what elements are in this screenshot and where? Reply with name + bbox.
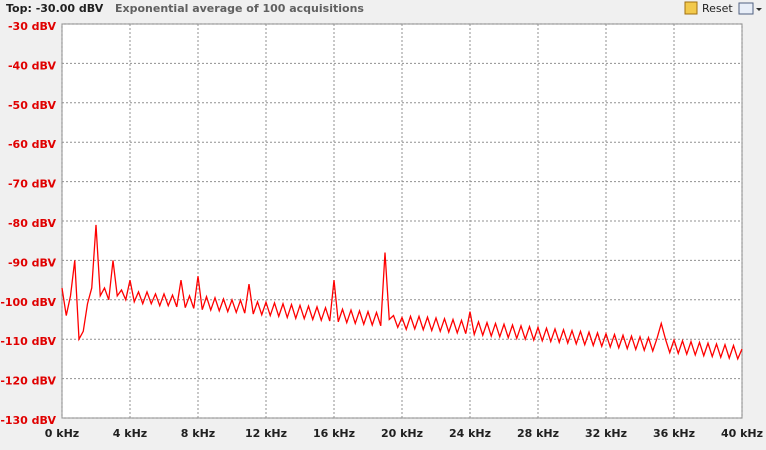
y-tick-label: -30 dBV: [8, 20, 57, 33]
x-tick-label: 28 kHz: [517, 427, 559, 440]
y-tick-label: -80 dBV: [8, 217, 57, 230]
x-tick-label: 8 kHz: [181, 427, 215, 440]
y-tick-label: -50 dBV: [8, 99, 57, 112]
x-tick-label: 32 kHz: [585, 427, 627, 440]
x-tick-label: 12 kHz: [245, 427, 287, 440]
x-tick-label: 20 kHz: [381, 427, 423, 440]
x-tick-label: 16 kHz: [313, 427, 355, 440]
x-tick-label: 4 kHz: [113, 427, 147, 440]
y-tick-label: -120 dBV: [0, 375, 56, 388]
average-label: Exponential average of 100 acquisitions: [115, 2, 364, 15]
export-icon[interactable]: [738, 2, 754, 15]
export-dropdown[interactable]: [756, 8, 762, 11]
y-tick-label: -60 dBV: [8, 138, 57, 151]
y-tick-label: -40 dBV: [8, 59, 57, 72]
y-tick-label: -90 dBV: [8, 256, 57, 269]
x-tick-label: 36 kHz: [653, 427, 695, 440]
spectrum-line: [61, 224, 743, 361]
y-tick-label: -100 dBV: [0, 296, 56, 309]
reset-button[interactable]: Reset: [702, 2, 733, 15]
y-tick-label: -70 dBV: [8, 178, 57, 191]
x-tick-label: 40 kHz: [721, 427, 763, 440]
x-tick-label: 24 kHz: [449, 427, 491, 440]
y-tick-label: -110 dBV: [0, 335, 56, 348]
y-tick-label: -130 dBV: [0, 414, 56, 427]
top-level-label: Top: -30.00 dBV: [6, 2, 104, 15]
x-tick-label: 0 kHz: [45, 427, 79, 440]
reset-icon[interactable]: [684, 1, 698, 15]
